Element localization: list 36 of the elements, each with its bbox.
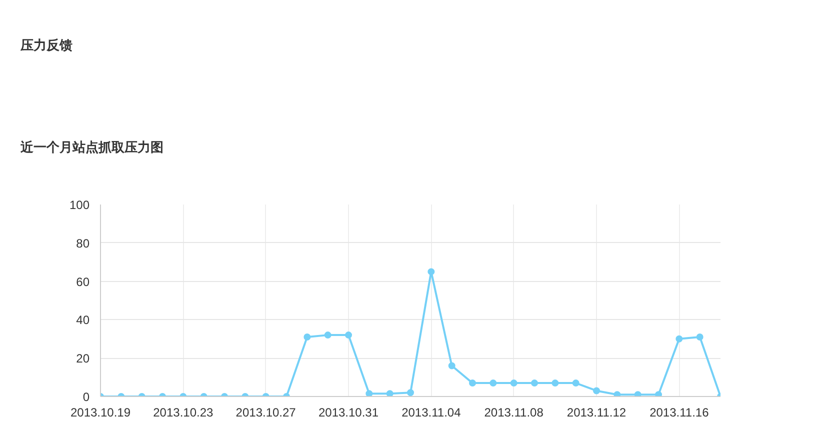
point	[676, 335, 683, 342]
point	[428, 268, 435, 276]
y-tick-label: 80	[76, 236, 90, 250]
point	[696, 333, 704, 340]
x-tick-label: 2013.10.19	[70, 406, 131, 420]
chart-subtitle: 近一个月站点抓取压力图	[20, 140, 164, 156]
point	[304, 333, 311, 340]
point	[448, 362, 456, 370]
point	[655, 391, 662, 396]
y-tick-label: 0	[82, 390, 90, 404]
chart-title: 压力反馈	[20, 38, 72, 54]
point	[366, 390, 373, 396]
point	[510, 380, 518, 387]
point	[572, 380, 580, 387]
x-tick-label: 2013.10.31	[318, 406, 379, 420]
x-tick-label: 2013.11.16	[650, 406, 710, 420]
point	[324, 332, 332, 339]
x-tick-label: 2013.10.23	[153, 406, 214, 420]
point	[614, 391, 621, 396]
point	[469, 380, 476, 387]
y-tick-label: 20	[76, 352, 90, 366]
y-tick-label: 40	[76, 313, 90, 328]
x-tick-label: 2013.11.04	[402, 406, 462, 420]
y-tick-label: 60	[76, 274, 90, 289]
point	[407, 389, 414, 396]
x-tick-label: 2013.10.27	[236, 406, 296, 420]
point	[552, 380, 559, 387]
point	[634, 391, 642, 396]
y-tick-label: 100	[69, 198, 90, 212]
point	[593, 387, 600, 394]
point	[345, 332, 352, 339]
point	[531, 380, 538, 387]
x-tick-label: 2013.11.08	[484, 406, 544, 420]
x-tick-label: 2013.11.12	[566, 406, 626, 420]
point	[386, 390, 394, 396]
point	[490, 380, 497, 387]
